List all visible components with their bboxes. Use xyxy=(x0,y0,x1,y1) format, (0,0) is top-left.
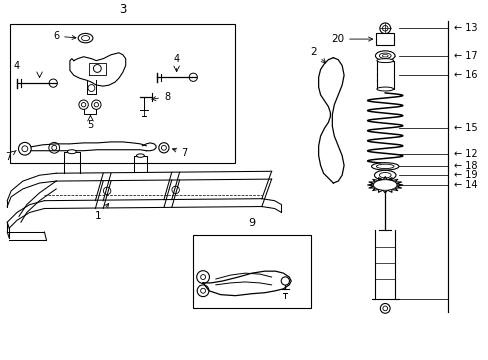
Text: 2: 2 xyxy=(310,47,325,63)
Ellipse shape xyxy=(373,180,396,190)
Ellipse shape xyxy=(136,154,144,157)
Text: ← 14: ← 14 xyxy=(453,180,476,190)
Text: ← 19: ← 19 xyxy=(453,170,476,180)
Ellipse shape xyxy=(382,54,387,57)
Text: 3: 3 xyxy=(119,3,126,15)
Ellipse shape xyxy=(78,33,93,43)
Bar xyxy=(376,60,393,89)
Text: 7: 7 xyxy=(172,148,187,158)
Text: 1: 1 xyxy=(95,203,108,221)
Text: 8: 8 xyxy=(152,92,170,102)
Text: 11: 11 xyxy=(286,255,303,284)
Text: ← 13: ← 13 xyxy=(453,23,476,33)
Text: 10: 10 xyxy=(229,251,241,261)
Ellipse shape xyxy=(375,51,394,60)
Text: 7: 7 xyxy=(5,150,16,162)
Ellipse shape xyxy=(376,164,393,168)
Text: ← 17: ← 17 xyxy=(453,51,476,61)
Text: 4: 4 xyxy=(173,54,179,64)
Text: ← 12: ← 12 xyxy=(453,149,476,159)
Text: 5: 5 xyxy=(87,120,93,130)
Ellipse shape xyxy=(382,306,387,311)
Ellipse shape xyxy=(376,87,393,91)
Bar xyxy=(193,235,310,309)
Ellipse shape xyxy=(374,170,395,180)
Text: 4: 4 xyxy=(14,62,20,71)
Text: 6: 6 xyxy=(53,31,76,41)
Text: ← 16: ← 16 xyxy=(453,70,476,80)
Text: 20: 20 xyxy=(330,34,372,44)
Text: ← 18: ← 18 xyxy=(453,161,476,171)
Bar xyxy=(376,33,393,45)
Bar xyxy=(10,24,235,163)
Ellipse shape xyxy=(371,163,398,170)
Ellipse shape xyxy=(379,53,390,58)
Ellipse shape xyxy=(81,36,89,41)
Text: ← 15: ← 15 xyxy=(453,123,476,133)
Ellipse shape xyxy=(67,150,76,154)
Ellipse shape xyxy=(380,303,389,313)
Ellipse shape xyxy=(376,59,393,63)
Text: 9: 9 xyxy=(248,218,255,228)
Ellipse shape xyxy=(379,172,390,178)
